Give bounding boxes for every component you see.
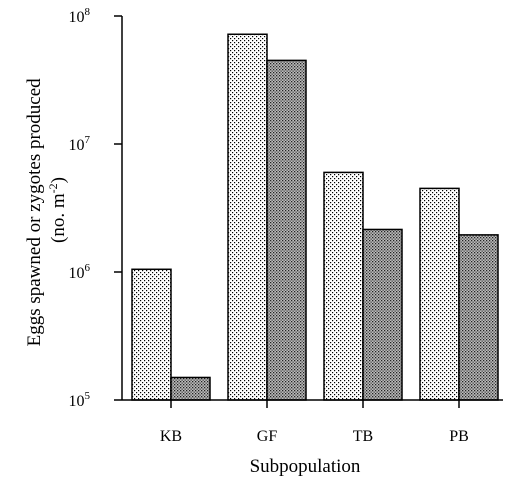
x-tick-label-tb: TB xyxy=(353,428,373,445)
bar-kb-series2 xyxy=(170,376,211,401)
y-axis-label-line1: Eggs spawned or zygotes produced xyxy=(24,78,45,347)
x-tick-label-pb: PB xyxy=(449,428,469,445)
bar-gf-series2 xyxy=(266,59,307,401)
bars-group xyxy=(131,33,499,401)
bar-pb-series1 xyxy=(419,187,460,401)
x-axis-ticks: KB GF TB PB xyxy=(160,400,469,445)
y-tick-label: 105 xyxy=(69,390,91,410)
y-axis-label: Eggs spawned or zygotes produced (no. m-… xyxy=(24,74,69,347)
bar-tb-series2 xyxy=(362,228,403,401)
x-axis-label: Subpopulation xyxy=(250,456,361,477)
x-tick-label-gf: GF xyxy=(257,428,278,445)
y-axis-label-end: ) xyxy=(48,177,69,183)
bar-gf-series1 xyxy=(227,33,268,401)
y-axis-label-line2: (no. m xyxy=(48,193,69,243)
bar-tb-series1 xyxy=(323,171,364,401)
y-axis-ticks: 105 106 107 108 xyxy=(69,6,122,410)
x-tick-label-kb: KB xyxy=(160,428,182,445)
y-axis-label-sup: -2 xyxy=(46,183,60,193)
y-tick-label: 106 xyxy=(69,262,91,282)
y-tick-label: 108 xyxy=(69,6,91,26)
y-tick-label: 107 xyxy=(69,134,91,154)
bar-kb-series1 xyxy=(131,268,172,401)
bar-pb-series2 xyxy=(458,234,499,401)
